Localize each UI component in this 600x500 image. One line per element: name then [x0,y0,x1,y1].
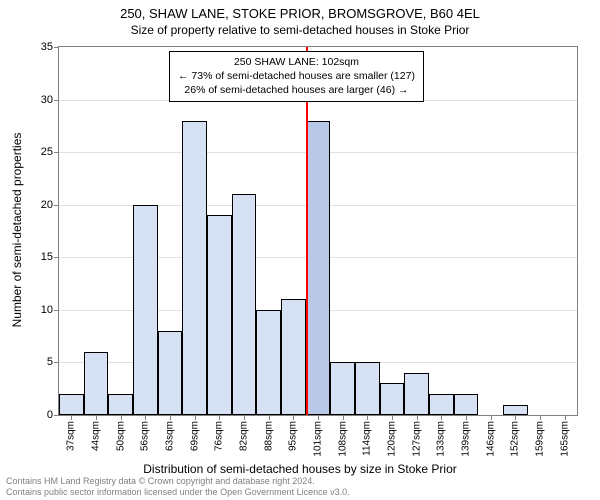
bar [330,362,355,415]
xtick-mark [318,415,319,420]
chart-area: 0510152025303537sqm44sqm50sqm56sqm63sqm6… [58,46,578,416]
chart-container: 250, SHAW LANE, STOKE PRIOR, BROMSGROVE,… [0,0,600,500]
bar [429,394,454,415]
xtick-label: 95sqm [288,421,299,451]
ytick-mark [54,310,59,311]
xtick-label: 120sqm [387,421,398,457]
footer-attribution: Contains HM Land Registry data © Crown c… [6,476,594,498]
xtick-mark [540,415,541,420]
xtick-label: 133sqm [436,421,447,457]
xtick-label: 50sqm [115,421,126,451]
xtick-mark [491,415,492,420]
xtick-mark [145,415,146,420]
xtick-mark [417,415,418,420]
bar [281,299,306,415]
xtick-label: 88sqm [263,421,274,451]
ytick-label: 20 [41,199,53,211]
xtick-label: 69sqm [189,421,200,451]
bar [306,121,331,415]
xtick-label: 44sqm [91,421,102,451]
ytick-mark [54,152,59,153]
ytick-label: 30 [41,94,53,106]
bar [256,310,281,415]
xtick-label: 56sqm [140,421,151,451]
bar [133,205,158,415]
x-axis-label: Distribution of semi-detached houses by … [0,462,600,476]
xtick-mark [565,415,566,420]
xtick-mark [71,415,72,420]
bar [182,121,207,415]
xtick-mark [343,415,344,420]
xtick-mark [367,415,368,420]
bar [158,331,183,415]
xtick-label: 146sqm [485,421,496,457]
ytick-mark [54,362,59,363]
ytick-mark [54,415,59,416]
info-line1: 250 SHAW LANE: 102sqm [178,55,415,69]
ytick-label: 35 [41,41,53,53]
bar [84,352,109,415]
xtick-label: 139sqm [461,421,472,457]
footer-line2: Contains public sector information licen… [6,487,594,498]
xtick-mark [219,415,220,420]
footer-line1: Contains HM Land Registry data © Crown c… [6,476,594,487]
xtick-label: 108sqm [337,421,348,457]
ytick-label: 10 [41,304,53,316]
ytick-label: 5 [47,356,53,368]
xtick-mark [244,415,245,420]
bar [503,405,528,416]
xtick-label: 101sqm [313,421,324,457]
ytick-label: 15 [41,251,53,263]
ytick-label: 0 [47,409,53,421]
xtick-label: 165sqm [559,421,570,457]
xtick-mark [466,415,467,420]
xtick-mark [195,415,196,420]
bar [454,394,479,415]
xtick-mark [293,415,294,420]
xtick-mark [269,415,270,420]
info-line2: ← 73% of semi-detached houses are smalle… [178,69,415,83]
xtick-mark [515,415,516,420]
y-axis-label: Number of semi-detached properties [10,133,24,328]
xtick-label: 152sqm [510,421,521,457]
xtick-label: 114sqm [362,421,373,456]
bar [380,383,405,415]
xtick-label: 82sqm [239,421,250,451]
xtick-label: 63sqm [165,421,176,451]
bar [404,373,429,415]
xtick-mark [441,415,442,420]
info-line3: 26% of semi-detached houses are larger (… [178,83,415,97]
xtick-label: 37sqm [66,421,77,451]
marker-line [306,47,308,415]
ytick-mark [54,47,59,48]
plot-area: 0510152025303537sqm44sqm50sqm56sqm63sqm6… [58,46,578,416]
xtick-label: 159sqm [535,421,546,457]
bar [355,362,380,415]
xtick-mark [392,415,393,420]
ytick-mark [54,205,59,206]
xtick-mark [170,415,171,420]
bar [108,394,133,415]
xtick-label: 127sqm [411,421,422,457]
ytick-label: 25 [41,146,53,158]
xtick-mark [121,415,122,420]
ytick-mark [54,100,59,101]
chart-title-sub: Size of property relative to semi-detach… [0,21,600,37]
xtick-label: 76sqm [214,421,225,451]
chart-title-main: 250, SHAW LANE, STOKE PRIOR, BROMSGROVE,… [0,0,600,21]
xtick-mark [96,415,97,420]
bar [207,215,232,415]
bar [232,194,257,415]
info-box: 250 SHAW LANE: 102sqm← 73% of semi-detac… [169,51,424,102]
bar [59,394,84,415]
ytick-mark [54,257,59,258]
